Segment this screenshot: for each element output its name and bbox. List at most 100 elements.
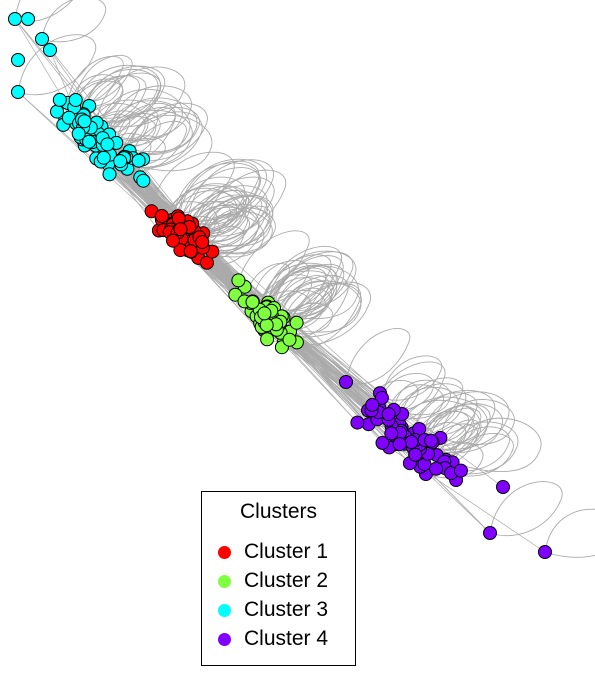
node-cluster-1 <box>200 255 214 270</box>
node-cluster-3 <box>77 114 92 129</box>
node-cluster-4 <box>429 461 444 476</box>
self-loop <box>119 114 213 172</box>
node-cluster-3 <box>43 43 57 57</box>
node-cluster-3 <box>100 137 115 152</box>
self-loop <box>14 0 74 22</box>
node-cluster-3 <box>96 150 111 165</box>
node-cluster-2 <box>257 306 272 321</box>
node-cluster-4 <box>350 415 365 430</box>
self-loop <box>193 189 248 233</box>
node-cluster-3 <box>52 92 67 107</box>
node-cluster-4 <box>392 437 407 452</box>
legend-marker-cluster-1 <box>218 545 231 559</box>
edge <box>201 238 400 424</box>
node-cluster-4 <box>339 375 353 389</box>
self-loop <box>120 111 203 169</box>
self-loop <box>190 195 268 255</box>
self-loop <box>100 110 193 169</box>
node-cluster-2 <box>259 318 274 333</box>
self-loop <box>17 34 97 96</box>
self-loop <box>202 169 287 237</box>
node-cluster-4 <box>496 480 510 494</box>
self-loop <box>270 265 360 320</box>
self-loop <box>171 162 261 225</box>
self-loop <box>262 245 342 313</box>
node-cluster-3 <box>68 93 83 107</box>
self-loop <box>190 194 274 256</box>
node-cluster-4 <box>375 435 390 450</box>
node-cluster-3 <box>8 12 22 26</box>
node-cluster-2 <box>289 315 304 330</box>
node-cluster-3 <box>21 12 35 26</box>
node-cluster-3 <box>50 104 64 119</box>
self-loop <box>281 283 362 351</box>
self-loop <box>266 250 357 312</box>
legend: Clusters Cluster 1 Cluster 2 Cluster 3 C… <box>201 491 356 666</box>
legend-label-cluster-2: Cluster 2 <box>244 569 329 592</box>
self-loop <box>201 207 276 254</box>
node-cluster-3 <box>113 154 128 169</box>
node-cluster-4 <box>384 426 399 441</box>
self-loop <box>181 190 274 247</box>
self-loop <box>489 481 563 537</box>
node-cluster-4 <box>404 435 419 449</box>
node-cluster-3 <box>71 126 86 141</box>
self-loop <box>96 66 186 128</box>
node-cluster-2 <box>282 332 297 347</box>
node-cluster-4 <box>424 433 439 448</box>
node-cluster-4 <box>483 526 497 540</box>
self-loop <box>280 282 362 338</box>
self-loop <box>202 211 273 255</box>
node-cluster-3 <box>102 167 117 182</box>
self-loop <box>80 75 147 125</box>
node-cluster-3 <box>35 32 49 46</box>
node-cluster-4 <box>374 390 389 405</box>
self-loop <box>129 107 201 155</box>
node-cluster-4 <box>408 447 423 462</box>
self-loop <box>444 426 510 472</box>
self-loop <box>266 274 349 343</box>
node-cluster-4 <box>453 463 468 478</box>
node-cluster-3 <box>131 153 146 168</box>
legend-item-cluster-3: Cluster 3 <box>218 598 328 622</box>
node-cluster-1 <box>195 235 210 249</box>
legend-label-cluster-3: Cluster 3 <box>244 598 329 621</box>
node-cluster-4 <box>381 407 396 422</box>
legend-item-cluster-1: Cluster 1 <box>218 540 328 564</box>
node-cluster-3 <box>136 173 151 188</box>
node-cluster-4 <box>538 545 552 559</box>
edge <box>277 317 491 534</box>
node-cluster-1 <box>166 233 180 248</box>
node-cluster-2 <box>260 332 275 347</box>
legend-item-cluster-2: Cluster 2 <box>218 569 328 593</box>
edge <box>273 325 491 534</box>
self-loop <box>201 195 263 248</box>
self-loop <box>450 433 514 477</box>
self-loop <box>186 159 274 225</box>
node-cluster-1 <box>183 244 198 259</box>
self-loop <box>393 379 451 416</box>
self-loop <box>411 390 496 447</box>
node-cluster-1 <box>154 209 169 223</box>
self-loop <box>388 384 445 419</box>
legend-label-cluster-1: Cluster 1 <box>244 540 329 563</box>
node-cluster-2 <box>245 295 260 309</box>
legend-title: Clusters <box>239 500 318 523</box>
node-cluster-3 <box>82 134 97 149</box>
self-loop <box>544 508 595 558</box>
self-loop <box>259 262 339 315</box>
node-cluster-3 <box>11 85 25 99</box>
self-loop <box>81 65 166 124</box>
self-loop <box>177 158 267 221</box>
node-cluster-2 <box>231 273 246 288</box>
legend-label-cluster-4: Cluster 4 <box>244 627 329 650</box>
node-cluster-1 <box>173 222 188 237</box>
self-loop <box>381 355 443 401</box>
self-loop <box>275 280 362 333</box>
self-loop <box>201 203 272 247</box>
self-loop <box>41 0 107 43</box>
self-loops <box>14 0 595 558</box>
self-loop <box>234 230 310 298</box>
legend-item-cluster-4: Cluster 4 <box>218 627 328 651</box>
